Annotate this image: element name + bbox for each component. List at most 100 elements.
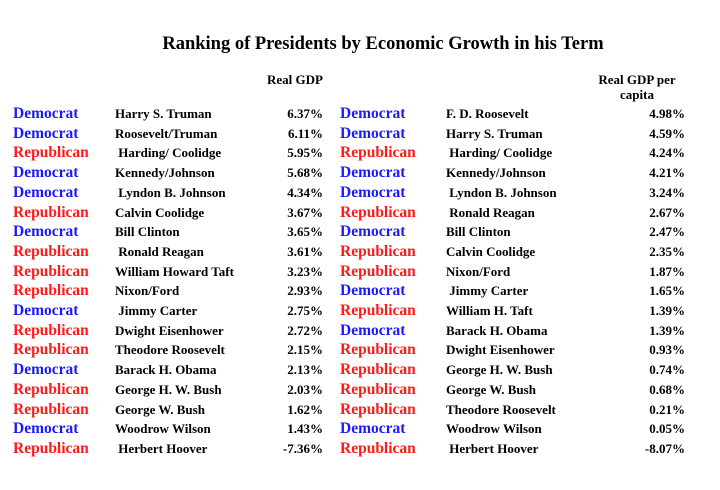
- growth-value: 1.62%: [287, 401, 323, 417]
- party-label: Republican: [13, 282, 89, 300]
- party-label: Democrat: [13, 302, 79, 319]
- president-name: Nixon/Ford: [115, 283, 180, 299]
- president-name: Kennedy/Johnson: [115, 165, 215, 181]
- party-label: Democrat: [340, 183, 406, 201]
- party-label: Republican: [340, 302, 416, 319]
- party-label: Democrat: [13, 183, 79, 201]
- growth-value: 4.98%: [649, 106, 685, 121]
- party-label: Republican: [340, 242, 416, 260]
- president-name: Harry S. Truman: [115, 106, 212, 121]
- growth-value: 4.21%: [649, 165, 685, 181]
- growth-value: -7.36%: [282, 440, 323, 456]
- party-label: Republican: [13, 203, 89, 221]
- president-name: Ronald Reagan: [446, 204, 535, 220]
- party-label: Republican: [13, 242, 89, 260]
- growth-value: 1.65%: [649, 283, 685, 299]
- president-name: Calvin Coolidge: [115, 204, 205, 220]
- party-label: Republican: [13, 439, 89, 457]
- president-name: Herbert Hoover: [115, 440, 208, 456]
- president-name: Harding/ Coolidge: [446, 145, 553, 161]
- president-name: Harry S. Truman: [446, 125, 543, 141]
- party-label: Republican: [13, 144, 89, 162]
- party-label: Republican: [340, 144, 416, 162]
- party-label: Democrat: [13, 420, 79, 438]
- growth-value: 2.93%: [287, 283, 323, 299]
- party-label: Republican: [340, 439, 416, 457]
- growth-value: 1.39%: [649, 322, 685, 338]
- party-label: Democrat: [340, 321, 406, 339]
- president-name: Theodore Roosevelt: [115, 342, 225, 358]
- president-name: Nixon/Ford: [446, 263, 511, 279]
- right-header-line1: Real GDP per: [598, 72, 676, 87]
- party-label: Democrat: [13, 164, 79, 182]
- growth-value: 2.72%: [287, 322, 323, 338]
- party-label: Republican: [340, 380, 416, 398]
- growth-value: 3.61%: [287, 243, 323, 259]
- president-name: Bill Clinton: [446, 224, 511, 240]
- growth-value: 0.93%: [649, 342, 685, 358]
- party-label: Democrat: [340, 124, 406, 142]
- page-title: Ranking of Presidents by Economic Growth…: [162, 34, 604, 54]
- growth-value: 3.24%: [649, 184, 685, 200]
- president-name: William H. Taft: [446, 303, 533, 318]
- growth-value: 0.21%: [649, 401, 685, 417]
- president-name: Herbert Hoover: [446, 440, 539, 456]
- left-column-header: Real GDP: [267, 72, 323, 87]
- party-label: Democrat: [340, 223, 406, 241]
- president-name: Roosevelt/Truman: [115, 125, 218, 141]
- president-name: Jimmy Carter: [115, 303, 198, 318]
- growth-value: 6.11%: [287, 125, 323, 141]
- president-name: Dwight Eisenhower: [115, 322, 224, 338]
- party-label: Republican: [13, 321, 89, 339]
- growth-value: 1.87%: [649, 263, 685, 279]
- growth-value: 0.05%: [649, 421, 685, 437]
- growth-value: 2.35%: [649, 243, 685, 259]
- growth-value: 3.65%: [287, 224, 323, 240]
- party-label: Democrat: [13, 361, 79, 379]
- growth-value: 3.23%: [287, 263, 323, 279]
- president-name: F. D. Roosevelt: [446, 106, 529, 121]
- party-label: Democrat: [340, 420, 406, 438]
- growth-value: 1.43%: [287, 421, 323, 437]
- growth-value: 5.68%: [287, 165, 323, 181]
- president-name: George W. Bush: [115, 401, 205, 417]
- party-label: Democrat: [340, 282, 406, 300]
- growth-value: 0.68%: [649, 381, 685, 397]
- party-label: Democrat: [340, 164, 406, 182]
- growth-value: -8.07%: [644, 440, 685, 456]
- president-name: Calvin Coolidge: [446, 243, 536, 259]
- party-label: Republican: [13, 262, 89, 280]
- growth-value: 4.59%: [649, 125, 685, 141]
- party-label: Republican: [13, 380, 89, 398]
- growth-value: 5.95%: [287, 145, 323, 161]
- president-name: Theodore Roosevelt: [446, 401, 556, 417]
- president-name: George H. W. Bush: [115, 381, 222, 397]
- right-column-header: Real GDP per capita: [582, 72, 692, 102]
- growth-value: 1.39%: [649, 303, 685, 318]
- president-name: Lyndon B. Johnson: [115, 184, 226, 200]
- growth-value: 2.15%: [287, 342, 323, 358]
- president-name: Bill Clinton: [115, 224, 180, 240]
- party-label: Democrat: [13, 105, 79, 122]
- growth-value: 2.75%: [287, 303, 323, 318]
- growth-value: 2.47%: [649, 224, 685, 240]
- president-name: Ronald Reagan: [115, 243, 204, 259]
- president-name: Harding/ Coolidge: [115, 145, 222, 161]
- party-label: Democrat: [13, 124, 79, 142]
- president-name: Lyndon B. Johnson: [446, 184, 557, 200]
- party-label: Democrat: [340, 105, 406, 122]
- growth-value: 3.67%: [287, 204, 323, 220]
- growth-value: 2.67%: [649, 204, 685, 220]
- party-label: Republican: [13, 400, 89, 418]
- growth-value: 6.37%: [287, 106, 323, 121]
- president-name: Dwight Eisenhower: [446, 342, 555, 358]
- party-label: Republican: [340, 203, 416, 221]
- party-label: Republican: [13, 341, 89, 359]
- party-label: Democrat: [13, 223, 79, 241]
- growth-value: 2.03%: [287, 381, 323, 397]
- president-name: Woodrow Wilson: [446, 421, 542, 437]
- growth-value: 2.13%: [287, 362, 323, 378]
- growth-value: 0.74%: [649, 362, 685, 378]
- president-name: George W. Bush: [446, 381, 536, 397]
- president-name: Kennedy/Johnson: [446, 165, 546, 181]
